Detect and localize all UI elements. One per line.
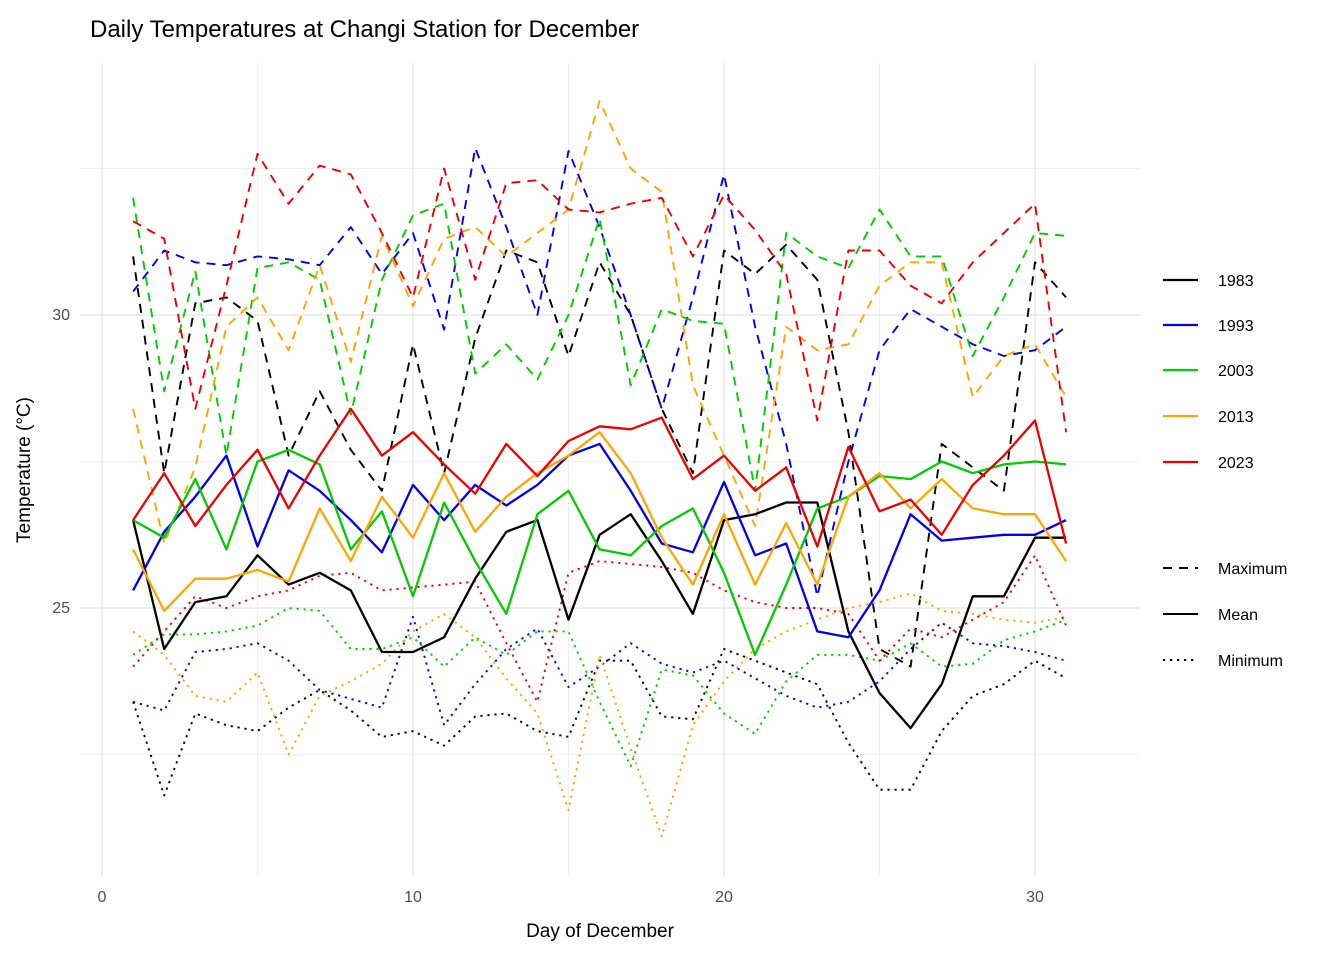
legend-year-label: 2023 <box>1218 455 1254 472</box>
x-tick-label: 10 <box>404 889 422 906</box>
x-tick-label: 30 <box>1026 889 1044 906</box>
series-line-2003-maximum <box>132 197 1067 492</box>
legend-item-stat-maximum: Maximum <box>1163 561 1287 578</box>
series-line-1983-mean <box>131 501 1067 730</box>
series-line-1993-maximum <box>132 147 1067 598</box>
legend-stat-label: Minimum <box>1218 653 1283 670</box>
legend-item-stat-mean: Mean <box>1163 607 1258 624</box>
x-tick-label: 20 <box>715 889 733 906</box>
series-line-1983-maximum <box>132 243 1067 668</box>
legend-year-label: 1993 <box>1218 318 1254 335</box>
legend-item-stat-minimum: Minimum <box>1163 653 1283 670</box>
x-tick-label: 0 <box>98 889 107 906</box>
legend-year-label: 2013 <box>1218 409 1254 426</box>
y-tick-label: 25 <box>52 600 70 617</box>
series-line-2003-minimum <box>132 607 1067 768</box>
legend-stat-label: Mean <box>1218 607 1258 624</box>
page-title: Daily Temperatures at Changi Station for… <box>90 16 639 43</box>
series-line-1983-minimum <box>132 648 1067 797</box>
legend-item-year-1983: 1983 <box>1163 273 1254 290</box>
series-line-2013-minimum <box>132 592 1067 838</box>
series-line-1993-minimum <box>132 615 1067 727</box>
series-line-2023-minimum <box>132 554 1067 703</box>
series-line-2013-mean <box>132 431 1068 613</box>
legend: 1983 1993 2003 2013 2023 Maximum Mean Minimum <box>1163 273 1287 670</box>
data-series-lines <box>131 100 1068 838</box>
x-axis-title: Day of December <box>526 921 675 942</box>
y-axis-title: Temperature (°C) <box>14 397 35 543</box>
legend-item-year-2003: 2003 <box>1163 363 1254 380</box>
series-line-2023-mean <box>132 407 1068 548</box>
legend-item-year-2023: 2023 <box>1163 455 1254 472</box>
series-line-2023-maximum <box>132 152 1068 433</box>
series-line-1993-mean <box>132 442 1067 639</box>
legend-stat-label: Maximum <box>1218 561 1287 578</box>
legend-item-year-2013: 2013 <box>1163 409 1254 426</box>
legend-item-year-1993: 1993 <box>1163 318 1254 335</box>
series-line-2003-mean <box>132 448 1067 657</box>
axis-tick-labels: 0 10 20 30 25 30 <box>52 307 1044 906</box>
legend-year-label: 2003 <box>1218 363 1254 380</box>
legend-year-label: 1983 <box>1218 273 1254 290</box>
y-tick-label: 30 <box>52 307 70 324</box>
series-line-2013-maximum <box>132 100 1067 545</box>
